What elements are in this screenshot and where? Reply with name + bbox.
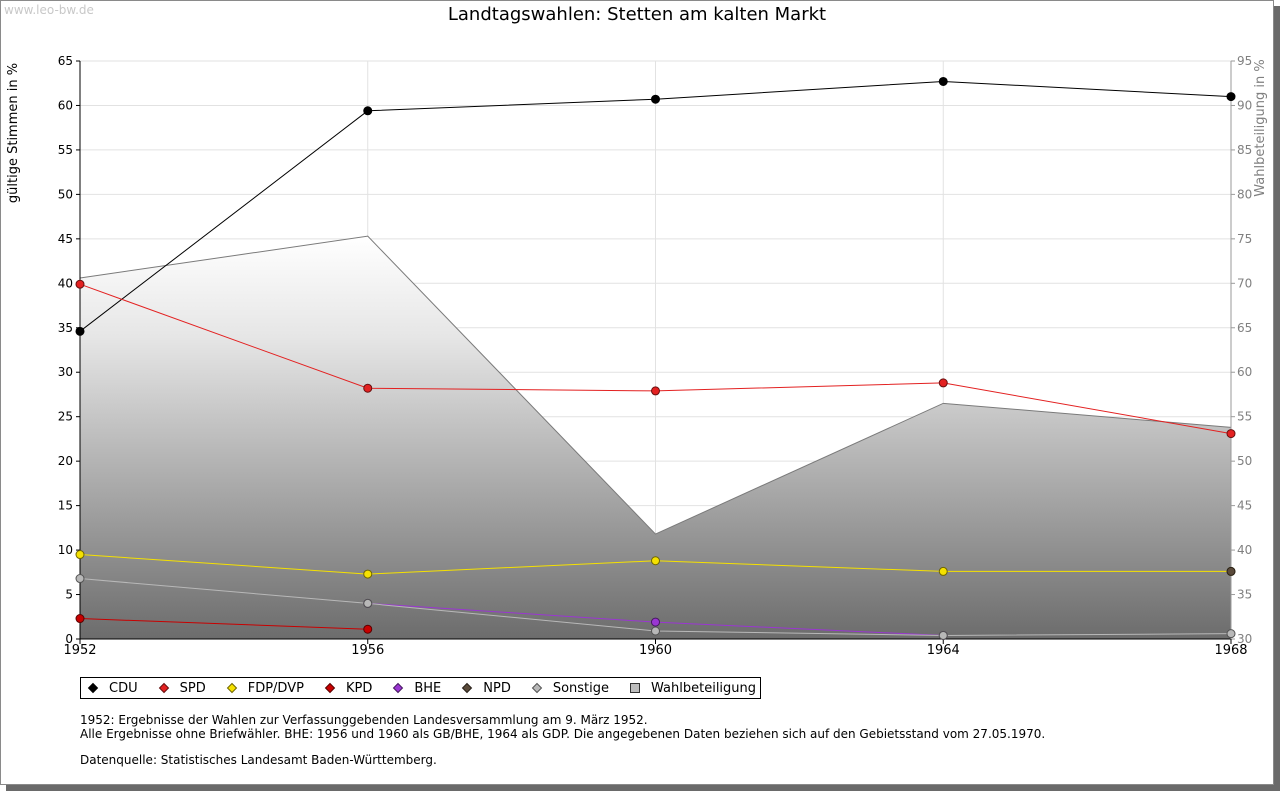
- turnout-area-layer: [79, 235, 1232, 639]
- point-sonstige: [363, 598, 373, 608]
- chart-legend: CDU SPD FDP/DVP KPD BHE NPD Sonstige Wahlbeteil…: [80, 677, 762, 699]
- legend-label: KPD: [345, 680, 373, 696]
- point-fdp-dvp: [651, 556, 660, 566]
- y-tick-label: 0: [65, 632, 73, 646]
- data-source-note: Datenquelle: Statistisches Landesamt Bad…: [80, 753, 437, 767]
- point-spd: [651, 386, 660, 396]
- chart-title: Landtagswahlen: Stetten am kalten Markt: [447, 4, 827, 25]
- point-npd: [1226, 566, 1236, 576]
- legend-item-spd: SPD: [158, 681, 206, 696]
- y2-tick-label: 70: [1237, 276, 1252, 290]
- legend-square-icon: [629, 682, 641, 694]
- series-line-kpd: [79, 618, 368, 630]
- legend-item-bhe: BHE: [392, 681, 441, 696]
- chart-notes: 1952: Ergebnisse der Wahlen zur Verfassu…: [80, 713, 1045, 767]
- legend-diamond-icon: [158, 682, 170, 694]
- legend-label: SPD: [179, 680, 206, 696]
- legend-item-npd: NPD: [461, 681, 511, 696]
- line-chart: 0 5 10 15 20 25 30 35 40 45 50 55 60 65 30 35 40 45 50 55 60…: [6, 54, 1268, 658]
- frame-shadow-right: [1274, 6, 1280, 791]
- watermark-link[interactable]: www.leo-bw.de: [4, 3, 94, 17]
- y-tick-label: 5: [65, 588, 73, 602]
- x-tick-label: 1952: [63, 643, 96, 658]
- point-cdu: [651, 94, 660, 104]
- legend-diamond-icon: [531, 682, 543, 694]
- y2-tick-label: 65: [1237, 321, 1252, 335]
- x-tick-label: 1960: [639, 643, 672, 658]
- y-tick-label: 30: [58, 365, 73, 379]
- y2-tick-label: 80: [1237, 187, 1252, 201]
- legend-diamond-icon: [226, 682, 238, 694]
- y-tick-label: 50: [58, 187, 73, 201]
- point-spd: [1226, 429, 1236, 439]
- y-tick-label: 65: [58, 54, 73, 68]
- note-line-2: Alle Ergebnisse ohne Briefwähler. BHE: 1…: [80, 727, 1046, 741]
- legend-item-cdu: CDU: [87, 681, 138, 696]
- turnout-area: [80, 236, 1231, 639]
- legend-label: FDP/DVP: [247, 680, 304, 696]
- y2-tick-label: 45: [1237, 499, 1252, 513]
- legend-diamond-icon: [392, 682, 404, 694]
- legend-item-fdp-dvp: FDP/DVP: [226, 681, 304, 696]
- point-sonstige: [651, 626, 660, 636]
- point-cdu: [363, 106, 373, 116]
- point-kpd: [75, 614, 85, 624]
- legend-diamond-icon: [87, 682, 99, 694]
- legend-item-wahlbeteiligung: Wahlbeteiligung: [629, 681, 756, 696]
- point-fdp-dvp: [75, 550, 85, 560]
- point-cdu: [75, 326, 85, 336]
- y-tick-label: 40: [58, 276, 73, 290]
- legend-diamond-icon: [461, 682, 473, 694]
- y-tick-label: 10: [58, 543, 73, 557]
- point-sonstige: [1226, 629, 1236, 639]
- x-tick-label: 1956: [351, 643, 384, 658]
- y2-tick-label: 50: [1237, 454, 1252, 468]
- y2-tick-label: 55: [1237, 410, 1252, 424]
- y-tick-label: 15: [58, 499, 73, 513]
- y2-tick-label: 40: [1237, 543, 1252, 557]
- point-kpd: [363, 624, 373, 634]
- point-fdp-dvp: [938, 566, 948, 576]
- y-tick-label: 45: [58, 232, 73, 246]
- y-tick-label: 35: [58, 321, 73, 335]
- legend-diamond-icon: [324, 682, 336, 694]
- point-cdu: [1226, 92, 1236, 102]
- point-fdp-dvp: [363, 569, 373, 579]
- series-layer: [75, 76, 1236, 640]
- point-spd: [75, 279, 85, 289]
- axes: 0 5 10 15 20 25 30 35 40 45 50 55 60 65 30 35 40 45 50 55 60…: [58, 54, 1253, 658]
- y2-tick-label: 95: [1237, 54, 1252, 68]
- point-sonstige: [938, 630, 948, 640]
- x-tick-label: 1968: [1214, 643, 1247, 658]
- y2-tick-label: 90: [1237, 98, 1252, 112]
- y-tick-label: 60: [58, 98, 73, 112]
- legend-label: CDU: [109, 680, 138, 696]
- point-bhe: [651, 617, 660, 627]
- y2-tick-label: 85: [1237, 143, 1252, 157]
- legend-label: BHE: [414, 680, 442, 696]
- legend-label: Sonstige: [552, 680, 610, 696]
- point-cdu: [938, 76, 948, 86]
- legend-label: NPD: [483, 680, 511, 696]
- frame-shadow-bottom: [6, 785, 1280, 791]
- legend-label: Wahlbeteiligung: [651, 680, 757, 696]
- y2-tick-label: 35: [1237, 588, 1252, 602]
- point-spd: [363, 383, 373, 393]
- note-line-1: 1952: Ergebnisse der Wahlen zur Verfassu…: [80, 713, 648, 727]
- point-spd: [938, 378, 948, 388]
- y2-tick-label: 30: [1237, 632, 1252, 646]
- turnout-line: [79, 235, 1232, 535]
- legend-item-sonstige: Sonstige: [531, 681, 609, 696]
- x-tick-label: 1964: [927, 643, 960, 658]
- y2-tick-label: 75: [1237, 232, 1252, 246]
- point-sonstige: [75, 574, 85, 584]
- y-tick-label: 55: [58, 143, 73, 157]
- y2-tick-label: 60: [1237, 365, 1252, 379]
- y-tick-label: 25: [58, 410, 73, 424]
- y2-axis-label: Wahlbeteiligung in %: [1253, 59, 1268, 196]
- legend-item-kpd: KPD: [324, 681, 372, 696]
- y-tick-label: 20: [58, 454, 73, 468]
- y-axis-label: gültige Stimmen in %: [6, 63, 21, 203]
